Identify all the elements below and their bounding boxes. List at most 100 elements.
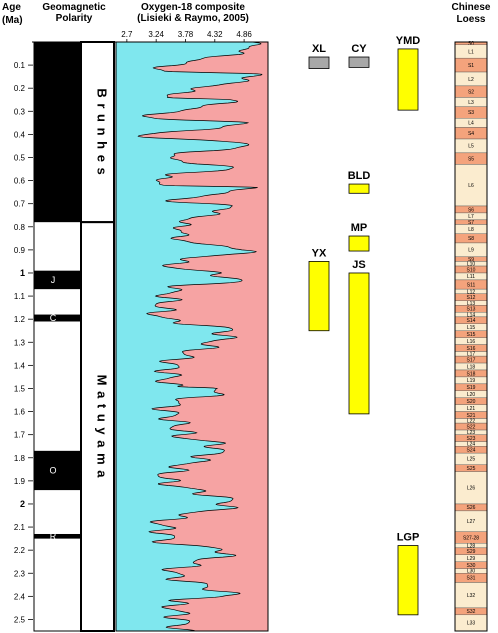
site-label: YX (312, 247, 327, 259)
site-label: YMD (396, 35, 421, 47)
loess-unit-label: L33 (467, 621, 476, 627)
loess-unit-label: S14 (467, 318, 476, 324)
normal-polarity-interval (34, 270, 81, 290)
loess-unit-label: S17 (467, 357, 476, 363)
loess-unit-label: L32 (467, 593, 476, 599)
header-row: Age (Ma) Geomagnetic Polarity Oxygen-18 … (2, 2, 491, 26)
loess-unit-label: S7 (468, 220, 474, 226)
x-tick-label: 4.86 (236, 30, 252, 39)
loess-header-line2: Loess (457, 14, 486, 25)
loess-unit-label: S13 (467, 307, 476, 313)
site-range-bar (348, 272, 370, 415)
age-tick-label: 1.4 (14, 361, 26, 370)
loess-unit-label: S2 (468, 89, 474, 95)
age-tick-label: 1.1 (14, 292, 26, 301)
polarity-header-line2: Polarity (56, 13, 93, 24)
chron-box (80, 221, 115, 632)
age-tick-label: 0.6 (14, 177, 26, 186)
loess-unit (454, 164, 488, 207)
loess-unit-label: L17 (467, 352, 476, 358)
loess-unit-label: L21 (467, 406, 476, 412)
loess-unit-label: S25 (467, 466, 476, 472)
loess-unit-label: L30 (467, 569, 476, 575)
normal-polarity-interval (34, 314, 81, 322)
normal-polarity-interval (34, 450, 81, 491)
age-tick-label: 1.7 (14, 431, 26, 440)
loess-unit-label: L26 (467, 486, 476, 492)
site-range-bar (348, 235, 370, 252)
loess-unit-label: S9 (468, 257, 474, 263)
loess-unit-label: L13 (467, 301, 476, 307)
loess-unit (454, 471, 488, 505)
loess-unit-label: S32 (467, 609, 476, 615)
loess-unit-label: L27 (467, 519, 476, 525)
age-tick-label: 0.2 (14, 84, 26, 93)
loess-unit-label: S31 (467, 576, 476, 582)
site-range-bar (308, 56, 330, 69)
loess-unit-label: L29 (467, 556, 476, 562)
site-label: JS (352, 259, 365, 271)
loess-unit-label: L20 (467, 392, 476, 398)
loess-unit-label: L18 (467, 364, 476, 370)
oxygen-x-axis: 2.7 3.24 3.78 4.32 4.86 (121, 30, 252, 42)
age-tick-label: 2.5 (14, 615, 26, 624)
loess-column: S0L1S1L2S2L3S3L4S4L5S5L6S6L7S7L8S8L9S9L1… (454, 41, 488, 632)
loess-unit-label: S10 (467, 267, 476, 273)
loess-unit-label: S20 (467, 399, 476, 405)
site-label: LGP (397, 532, 420, 544)
loess-unit (454, 582, 488, 609)
age-tick-label: 2.3 (14, 569, 26, 578)
site-range-bar (308, 261, 330, 332)
loess-unit-label: L19 (467, 378, 476, 384)
age-tick-label: 2.4 (14, 592, 26, 601)
site-range-bar (397, 48, 419, 111)
loess-unit-label: L8 (468, 227, 474, 233)
chron-label: B r u n h e s (95, 88, 110, 175)
loess-unit-label: L16 (467, 339, 476, 345)
loess-unit-label: S16 (467, 346, 476, 352)
age-tick-label: 1 (20, 268, 25, 278)
loess-unit-label: S21 (467, 413, 476, 419)
loess-unit-label: S30 (467, 563, 476, 569)
loess-unit-label: L4 (468, 121, 474, 127)
loess-unit-label: S0 (468, 41, 474, 47)
age-header-line1: Age (2, 2, 21, 13)
age-tick-label: 1.6 (14, 408, 26, 417)
loess-unit-label: S23 (467, 436, 476, 442)
age-tick-label: 1.5 (14, 384, 26, 393)
loess-unit-label: L24 (467, 442, 476, 448)
age-tick-label: 2.2 (14, 546, 26, 555)
age-tick-label: 0.3 (14, 107, 26, 116)
age-tick-label: 1.3 (14, 338, 26, 347)
loess-unit-label: S3 (468, 110, 474, 116)
chron-label: M a t u y a m a (95, 375, 110, 479)
age-tick-label: 1.2 (14, 315, 26, 324)
loess-unit-label: L6 (468, 183, 474, 189)
polarity-column: J C O R B r u n h e s M a t u y a m a (33, 41, 115, 632)
loess-unit-label: L7 (468, 214, 474, 220)
site-ranges: XL CY YMD BLD MP YX JS LGP (308, 35, 421, 616)
subchron-label: C (50, 313, 57, 323)
loess-unit-label: L25 (467, 457, 476, 463)
loess-unit-label: S5 (468, 156, 474, 162)
normal-polarity-interval (34, 42, 81, 223)
loess-unit-label: S12 (467, 295, 476, 301)
subchron-label: J (51, 275, 56, 285)
loess-unit-label: L5 (468, 144, 474, 150)
loess-unit-label: L15 (467, 325, 476, 331)
age-header-line2: (Ma) (2, 15, 23, 26)
age-tick-label: 2 (20, 499, 25, 509)
oxygen-header-line2: (Lisieki & Raymo, 2005) (137, 13, 249, 24)
loess-unit-label: S11 (467, 282, 476, 288)
loess-unit-label: S4 (468, 131, 474, 137)
loess-frame (454, 41, 488, 632)
polarity-header-line1: Geomagnetic (42, 2, 106, 13)
normal-polarity-interval (34, 533, 81, 539)
age-tick-label: 0.9 (14, 246, 26, 255)
loess-unit-label: S26 (467, 505, 476, 511)
x-tick-label: 4.32 (207, 30, 223, 39)
oxygen-series-line (137, 41, 263, 632)
age-tick-label: 0.8 (14, 223, 26, 232)
loess-header-line1: Chinese (452, 2, 491, 13)
